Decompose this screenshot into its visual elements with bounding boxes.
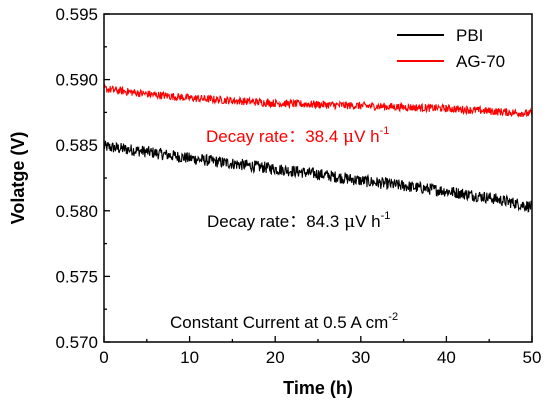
- x-axis-title: Time (h): [283, 378, 353, 398]
- ag70-decay-rate-annotation: Decay rate：38.4 μV h-1: [206, 125, 389, 147]
- y-tick-label: 0.580: [55, 202, 98, 221]
- pbi-decay-rate-annotation: Decay rate：84.3 μV h-1: [207, 210, 390, 232]
- pbi-rate-mu: μ: [344, 212, 355, 232]
- x-tick-label: 50: [523, 348, 542, 367]
- ag70-rate-unit: V h: [354, 127, 380, 146]
- condition-prefix: Constant Current at 0.5 A cm: [170, 313, 388, 332]
- legend: PBI AG-70: [397, 26, 505, 71]
- x-tick-label: 0: [99, 348, 108, 367]
- ag70-rate-mu: μ: [343, 127, 354, 147]
- pbi-rate-prefix: Decay rate：84.3: [207, 212, 344, 231]
- legend-label-pbi: PBI: [456, 26, 483, 45]
- y-tick-label: 0.585: [55, 136, 98, 155]
- series-line-ag-70: [103, 83, 533, 118]
- series-layer: [103, 83, 533, 213]
- ag70-rate-prefix: Decay rate：38.4: [206, 127, 343, 146]
- ag70-rate-superscript: -1: [380, 125, 390, 137]
- y-tick-label: 0.595: [55, 5, 98, 24]
- y-tick-label: 0.575: [55, 267, 98, 286]
- series-line-pbi: [103, 140, 533, 213]
- y-tick-label: 0.590: [55, 71, 98, 90]
- pbi-rate-unit: V h: [355, 212, 381, 231]
- x-tick-label: 30: [351, 348, 370, 367]
- x-tick-label: 10: [180, 348, 199, 367]
- condition-superscript: -2: [388, 311, 398, 323]
- y-tick-label: 0.570: [55, 333, 98, 352]
- legend-label-ag70: AG-70: [456, 52, 505, 71]
- x-tick-label: 20: [266, 348, 285, 367]
- pbi-rate-superscript: -1: [381, 210, 391, 222]
- ticks-layer: 0 10 20 30 40 50 0.570 0.575 0.580 0.585 0.590 0.59…: [55, 5, 541, 367]
- constant-current-annotation: Constant Current at 0.5 A cm-2: [170, 311, 398, 332]
- x-tick-label: 40: [437, 348, 456, 367]
- y-axis-title: Volatge (V): [8, 132, 28, 225]
